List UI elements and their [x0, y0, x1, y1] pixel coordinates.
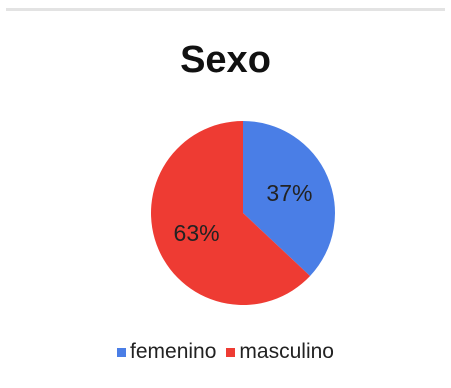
legend-item-femenino: femenino	[117, 340, 216, 364]
legend-item-masculino: masculino	[226, 340, 334, 364]
legend-label-masculino: masculino	[239, 340, 334, 363]
legend: femenino masculino	[0, 340, 451, 364]
pie-slice-femenino	[243, 121, 335, 276]
pie-slice-masculino	[151, 121, 311, 306]
top-divider	[6, 8, 445, 11]
legend-label-femenino: femenino	[130, 340, 217, 363]
legend-swatch-femenino	[117, 347, 127, 357]
pie-label-masculino: 63%	[174, 220, 220, 246]
pie-label-femenino: 37%	[266, 180, 312, 206]
legend-swatch-masculino	[226, 347, 236, 357]
chart-title: Sexo	[180, 39, 271, 81]
